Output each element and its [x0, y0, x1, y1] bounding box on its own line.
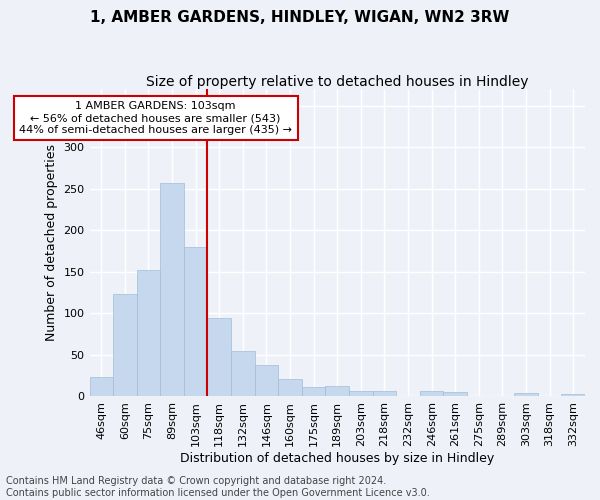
Bar: [184, 247, 208, 396]
Bar: [443, 392, 467, 396]
Bar: [231, 351, 254, 397]
Bar: [160, 183, 184, 396]
Bar: [325, 386, 349, 396]
Y-axis label: Number of detached properties: Number of detached properties: [45, 144, 58, 341]
Bar: [89, 376, 113, 396]
Bar: [349, 390, 373, 396]
X-axis label: Distribution of detached houses by size in Hindley: Distribution of detached houses by size …: [180, 452, 494, 465]
Text: 1, AMBER GARDENS, HINDLEY, WIGAN, WN2 3RW: 1, AMBER GARDENS, HINDLEY, WIGAN, WN2 3R…: [91, 10, 509, 25]
Text: 1 AMBER GARDENS: 103sqm
← 56% of detached houses are smaller (543)
44% of semi-d: 1 AMBER GARDENS: 103sqm ← 56% of detache…: [19, 102, 292, 134]
Text: Contains HM Land Registry data © Crown copyright and database right 2024.
Contai: Contains HM Land Registry data © Crown c…: [6, 476, 430, 498]
Bar: [278, 379, 302, 396]
Bar: [420, 392, 443, 396]
Bar: [137, 270, 160, 396]
Bar: [562, 394, 585, 396]
Bar: [302, 388, 325, 396]
Bar: [514, 393, 538, 396]
Bar: [113, 294, 137, 396]
Bar: [208, 318, 231, 396]
Bar: [254, 365, 278, 396]
Bar: [373, 392, 396, 396]
Title: Size of property relative to detached houses in Hindley: Size of property relative to detached ho…: [146, 75, 529, 89]
